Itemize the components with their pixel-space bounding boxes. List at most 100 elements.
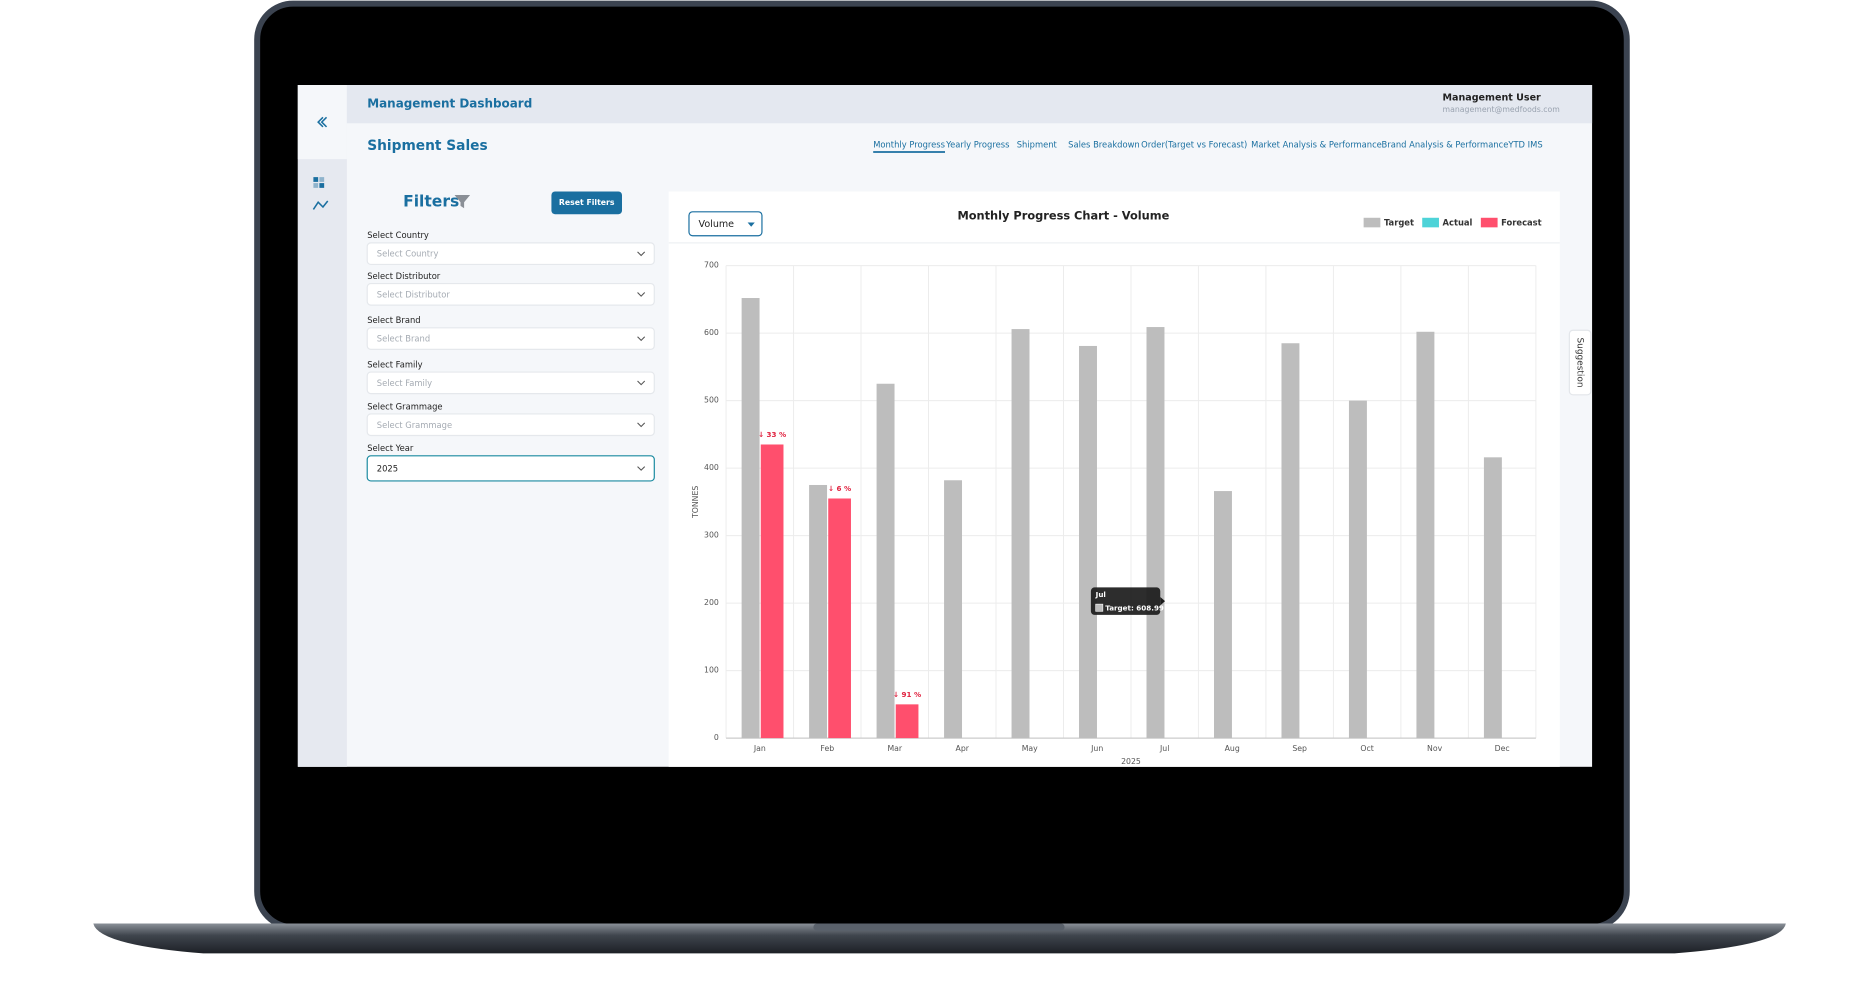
nav-icon[interactable] [313,183,319,188]
bar [944,480,963,739]
legend-label[interactable]: Forecast [1501,218,1541,228]
tab[interactable]: Yearly Progress [945,139,1009,149]
x-tick-label: Mar [887,744,902,753]
suggestion-tab[interactable] [1568,329,1592,396]
suggestion-label[interactable]: Suggestion [1575,337,1585,387]
nav-icon[interactable] [313,177,319,182]
tooltip-swatch [1095,603,1104,612]
x-tick-label: Dec [1495,744,1510,753]
legend-label[interactable]: Actual [1443,218,1473,228]
dropdown-chevron[interactable] [637,466,646,471]
filters-title: Filters [403,193,459,211]
tab[interactable]: Market Analysis & Performance [1251,139,1382,149]
bar [1146,327,1165,739]
x-tick-label: Sep [1292,744,1307,753]
user-email: management@medfoods.com [1443,105,1560,114]
y-tick-label: 700 [704,261,719,270]
nav-icon[interactable] [312,200,329,210]
collapse-icon[interactable] [320,116,328,128]
tab[interactable]: Shipment [1017,139,1058,149]
dropdown[interactable] [366,413,655,437]
tooltip-text: Target: 608.99 [1105,603,1164,612]
x-axis-label: 2025 [1121,757,1141,766]
tooltip-caret [1160,596,1166,606]
collapse-icon[interactable] [317,116,324,128]
metric-selector-caret[interactable] [747,222,755,227]
x-tick-label: Jul [1159,744,1169,753]
x-tick-label: May [1022,744,1038,753]
dropdown-chevron[interactable] [637,422,646,428]
legend-label[interactable]: Target [1384,218,1414,228]
bar [1348,400,1367,739]
metric-selector[interactable] [688,211,763,237]
filter-icon [454,195,471,209]
dropdown-chevron[interactable] [637,380,646,386]
x-tick-label: Aug [1225,744,1240,753]
field-label: Select Year [367,443,414,453]
legend-swatch[interactable] [1422,217,1439,228]
tooltip-title: Jul [1095,590,1106,599]
bar [876,383,895,739]
bar [1416,331,1435,739]
sidebar [297,85,347,767]
legend-swatch[interactable] [1363,217,1381,228]
laptop-notch [813,923,1065,931]
legend-swatch[interactable] [1480,217,1498,228]
dropdown-placeholder[interactable]: Select Distributor [377,289,451,299]
bar-annotation: ↓ 91 % [893,690,921,699]
dropdown-placeholder[interactable]: Select Country [377,249,439,259]
header-bar [346,85,1593,124]
user-name: Management User [1443,93,1542,104]
dropdown-chevron[interactable] [637,336,646,342]
dropdown-placeholder[interactable]: Select Brand [377,334,430,344]
laptop-base [93,923,1786,954]
dropdown-chevron[interactable] [637,251,646,257]
tab[interactable]: Monthly Progress [873,139,945,149]
tab[interactable]: Sales Breakdown [1068,139,1140,149]
metric-selector-value[interactable]: Volume [699,219,735,230]
bar [1483,457,1502,739]
reset-button[interactable] [551,191,622,215]
dropdown-placeholder[interactable]: Select Grammage [377,420,452,430]
x-tick-label: Jan [753,744,766,753]
y-tick-label: 300 [704,531,719,540]
dropdown[interactable] [366,371,655,395]
y-tick-label: 600 [704,328,719,337]
tooltip [1090,587,1161,615]
bar [809,484,828,739]
x-tick-label: Apr [956,744,970,753]
x-tick-label: Oct [1360,744,1373,753]
dropdown[interactable] [366,242,655,266]
y-tick-label: 100 [704,666,719,675]
y-tick-label: 500 [704,396,719,405]
bar-annotation: ↓ 6 % [828,484,851,493]
dropdown[interactable] [366,455,655,482]
bar [760,444,784,739]
page-title: Shipment Sales [367,138,487,154]
dropdown-value[interactable]: 2025 [377,463,398,473]
field-label: Select Distributor [367,271,441,281]
bar [1011,329,1030,739]
dropdown-placeholder[interactable]: Select Family [377,378,432,388]
nav-icon[interactable] [319,177,325,182]
tab[interactable]: Order(Target vs Forecast) [1141,139,1247,149]
x-tick-label: Jun [1090,744,1103,753]
reset-button-label[interactable]: Reset Filters [559,198,615,207]
tab[interactable]: YTD IMS [1507,139,1542,149]
bar-annotation: ↓ 33 % [758,430,786,439]
bar [828,498,851,739]
bar [1281,343,1300,739]
field-label: Select Country [367,230,429,240]
tabs: Monthly Progress Yearly Progress Shipment S… [873,139,1543,153]
x-tick-label: Feb [820,744,834,753]
dropdown-chevron[interactable] [637,292,646,297]
filter-fields: Select Country Select Country Select Distr… [366,230,655,482]
dropdown[interactable] [366,327,655,350]
tab[interactable]: Brand Analysis & Performance [1382,139,1509,149]
dropdown[interactable] [366,282,655,306]
header-title: Management Dashboard [367,97,532,111]
y-axis-label: TONNES [691,486,700,519]
nav-icon[interactable] [319,183,325,188]
